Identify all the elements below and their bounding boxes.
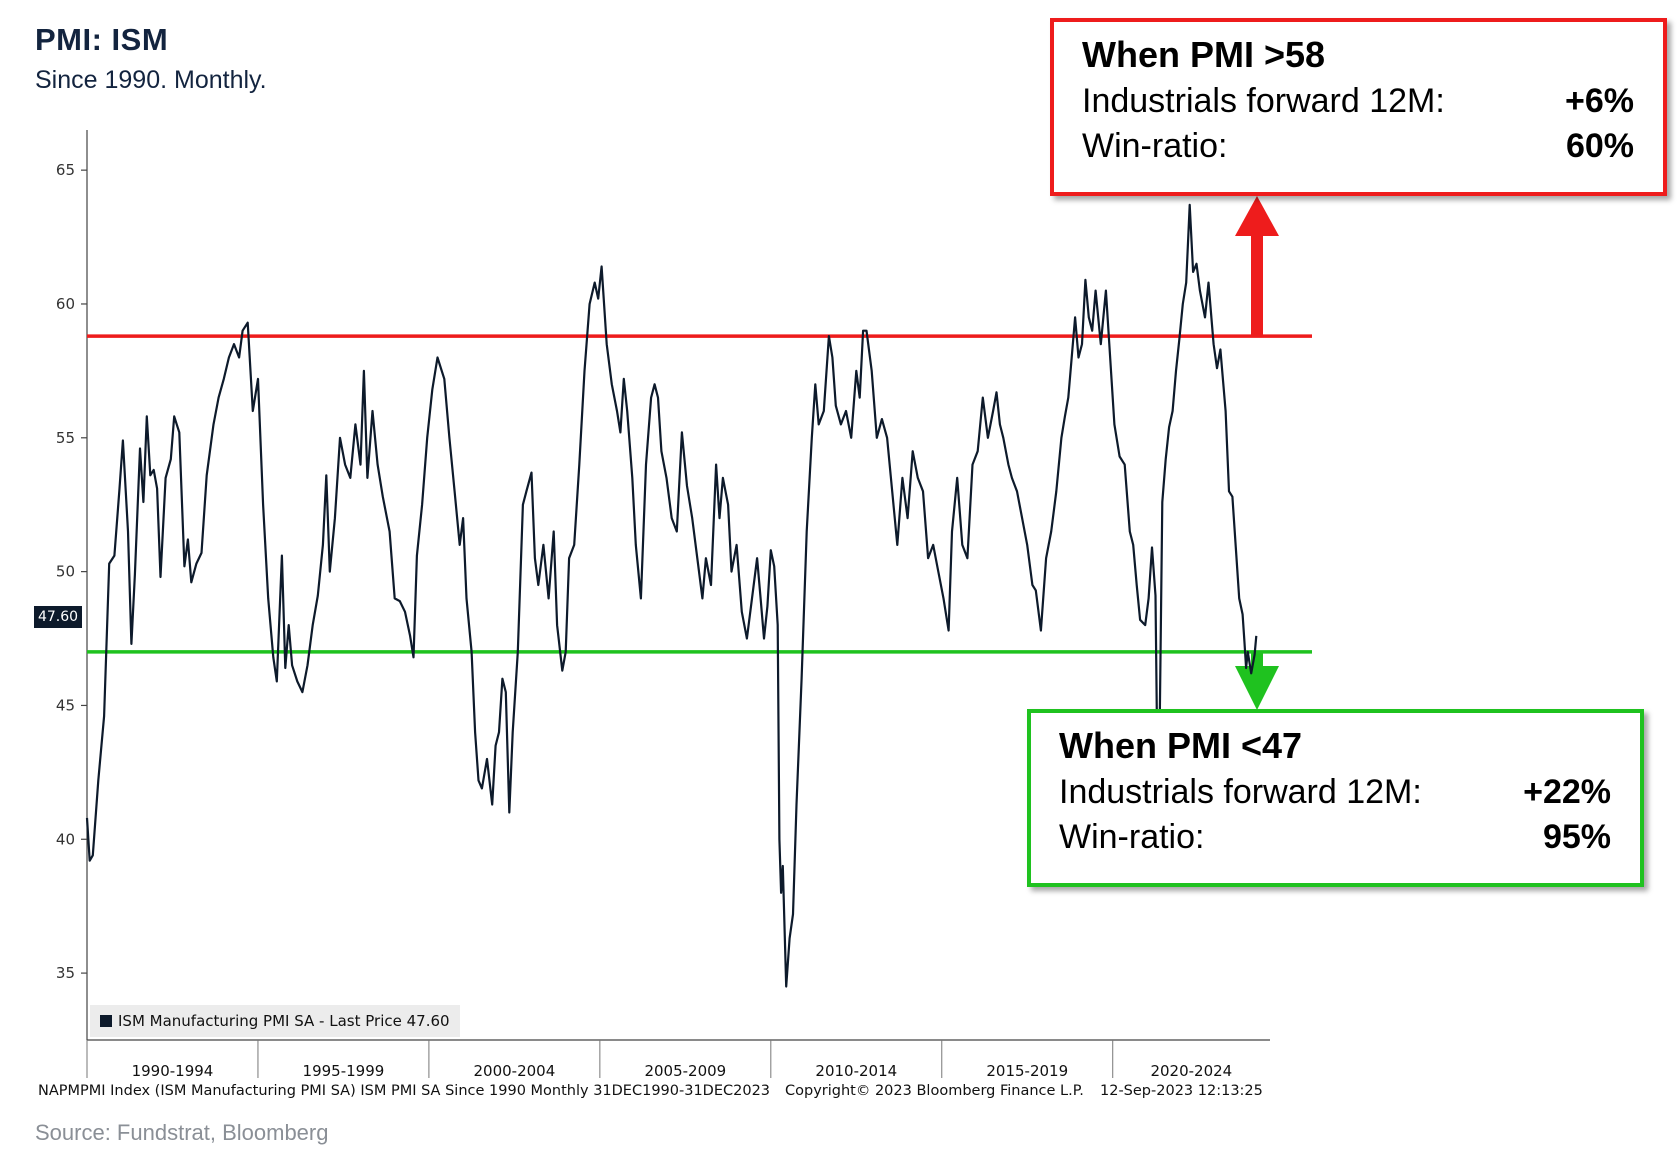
- y-tick-label: 60: [56, 295, 75, 313]
- callout-low-heading: When PMI <47: [1059, 725, 1303, 766]
- series-line-ism-pmi: [85, 203, 1258, 988]
- callout-low-row2-value: 95%: [1542, 818, 1611, 856]
- x-tick-label: 1990-1994: [132, 1062, 214, 1080]
- y-tick-label: 35: [56, 964, 75, 982]
- chart-title: PMI: ISM: [35, 22, 169, 57]
- callout-low-row1-label: Industrials forward 12M:: [1059, 773, 1422, 811]
- footer-timestamp: 12-Sep-2023 12:13:25: [1100, 1083, 1263, 1099]
- legend-label: ISM Manufacturing PMI SA - Last Price 47…: [118, 1012, 450, 1030]
- x-tick-label: 2020-2024: [1150, 1062, 1232, 1080]
- callout-high-heading: When PMI >58: [1082, 34, 1326, 75]
- x-tick-label: 1995-1999: [303, 1062, 385, 1080]
- chart-subtitle: Since 1990. Monthly.: [35, 66, 267, 94]
- callout-high-row2-value: 60%: [1565, 127, 1634, 165]
- arrow-up-head: [1235, 196, 1279, 236]
- y-tick-label: 50: [56, 563, 75, 581]
- source-note: Source: Fundstrat, Bloomberg: [35, 1120, 329, 1145]
- y-tick-label: 55: [56, 429, 75, 447]
- x-tick-label: 2015-2019: [986, 1062, 1068, 1080]
- legend-swatch: [100, 1015, 112, 1027]
- y-tick-label: 45: [56, 696, 75, 714]
- y-tick-label: 40: [56, 830, 75, 848]
- arrow-up-shaft: [1251, 232, 1263, 337]
- callout-pmi-above-58: When PMI >58 Industrials forward 12M: +6…: [1050, 18, 1667, 196]
- x-tick-label: 2010-2014: [815, 1062, 897, 1080]
- callout-pmi-below-47: When PMI <47 Industrials forward 12M: +2…: [1027, 709, 1644, 887]
- callout-low-row1-value: +22%: [1523, 773, 1611, 811]
- arrow-down-head: [1235, 666, 1279, 710]
- callout-high-row1-label: Industrials forward 12M:: [1082, 82, 1445, 120]
- chart-legend: ISM Manufacturing PMI SA - Last Price 47…: [90, 1005, 460, 1037]
- callout-high-row2-label: Win-ratio:: [1082, 127, 1228, 165]
- x-tick-label: 2005-2009: [644, 1062, 726, 1080]
- footer-index-text: NAPMPMI Index (ISM Manufacturing PMI SA)…: [38, 1083, 771, 1099]
- callout-low-row2-label: Win-ratio:: [1059, 818, 1205, 856]
- footer-copyright: Copyright© 2023 Bloomberg Finance L.P.: [785, 1083, 1084, 1099]
- y-tick-label: 65: [56, 161, 75, 179]
- last-price-tag: 47.60: [34, 606, 82, 628]
- x-tick-label: 2000-2004: [474, 1062, 556, 1080]
- callout-high-row1-value: +6%: [1565, 82, 1634, 120]
